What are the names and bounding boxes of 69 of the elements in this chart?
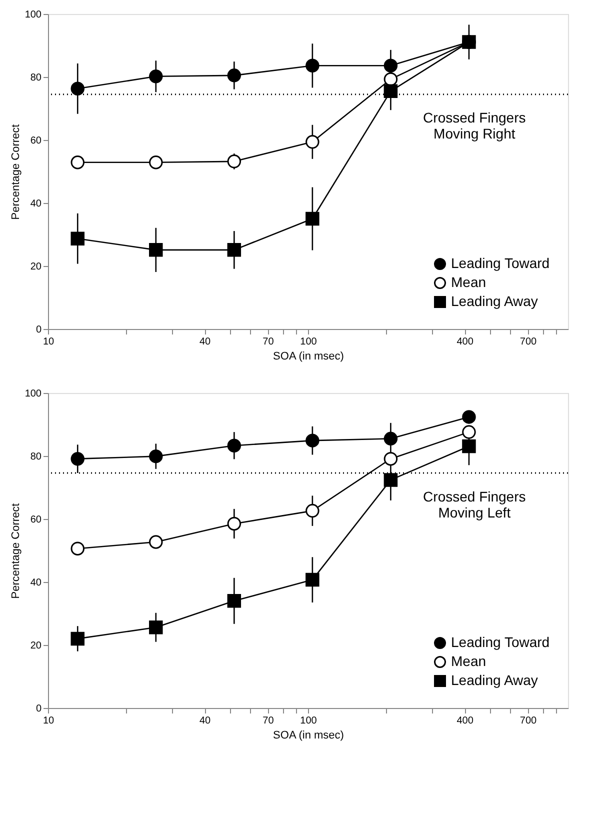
point (462, 410, 476, 424)
x-tick-label: 70 (262, 716, 274, 726)
point (227, 243, 242, 257)
y-tick-label: 20 (30, 640, 42, 652)
point (384, 452, 398, 466)
x-tick-label: 700 (520, 336, 538, 348)
y-tick-label: 0 (36, 704, 42, 714)
point (149, 535, 163, 549)
point (149, 449, 163, 464)
x-tick-label: 400 (456, 336, 474, 348)
y-tick-label: 20 (30, 262, 42, 272)
y-tick-label: 100 (24, 10, 42, 20)
point (462, 439, 476, 454)
legend-label: Mean (451, 653, 486, 669)
point (70, 232, 84, 246)
x-tick-label: 10 (42, 336, 54, 348)
point (306, 135, 320, 149)
y-tick-label: 100 (24, 388, 42, 400)
x-tick-label: 400 (456, 716, 474, 726)
point (306, 572, 320, 587)
x-axis-title: SOA (in msec) (273, 350, 344, 362)
point (227, 438, 242, 452)
point (384, 84, 398, 98)
point (227, 594, 242, 608)
x-axis-title: SOA (in msec) (273, 730, 344, 742)
legend-label: Leading Away (451, 293, 538, 309)
legend-label: Mean (451, 274, 486, 290)
point (462, 425, 476, 439)
point (70, 156, 84, 170)
point (70, 452, 84, 466)
point (149, 70, 163, 84)
point (306, 504, 320, 518)
legend-label: Leading Toward (451, 634, 550, 650)
point (149, 156, 163, 170)
x-tick-label: 700 (520, 716, 538, 726)
x-tick-label: 10 (42, 716, 54, 726)
y-axis-title: Percentage Correct (10, 503, 22, 599)
y-tick-label: 60 (30, 514, 42, 526)
x-tick-label: 100 (300, 716, 318, 726)
point (149, 243, 163, 257)
y-axis-title: Percentage Correct (10, 124, 22, 220)
point (227, 68, 242, 82)
y-tick-label: 80 (30, 72, 42, 84)
point (306, 212, 320, 226)
y-tick-label: 60 (30, 136, 42, 146)
legend-label: Leading Away (451, 672, 538, 688)
point (149, 620, 163, 634)
point (227, 516, 242, 531)
point (70, 542, 84, 556)
x-tick-label: 70 (262, 336, 274, 348)
y-tick-label: 40 (30, 578, 42, 588)
point (384, 72, 398, 86)
point (384, 432, 398, 446)
y-tick-label: 40 (30, 198, 42, 210)
legend-label: Leading Toward (451, 255, 550, 271)
point (70, 82, 84, 96)
annotation: Crossed Fingers Moving Right (423, 110, 526, 142)
y-tick-label: 0 (36, 324, 42, 336)
point (70, 632, 84, 646)
point (384, 58, 398, 73)
annotation: Crossed Fingers Moving Left (423, 488, 526, 521)
point (306, 434, 320, 448)
x-tick-label: 40 (199, 716, 212, 726)
x-tick-label: 100 (300, 336, 318, 348)
x-tick-label: 40 (199, 336, 212, 348)
point (227, 154, 242, 168)
point (384, 473, 398, 487)
point (306, 58, 320, 73)
y-tick-label: 80 (30, 452, 42, 462)
